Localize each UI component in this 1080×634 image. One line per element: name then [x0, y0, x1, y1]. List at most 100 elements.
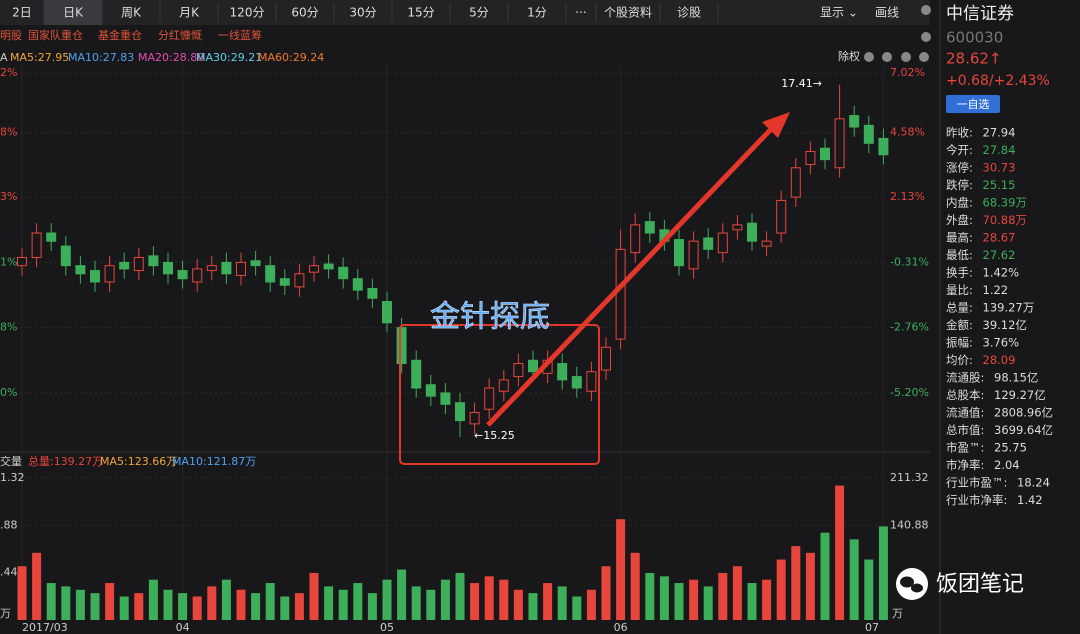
- tag[interactable]: 明股: [0, 29, 22, 42]
- volume-bar: [586, 589, 596, 620]
- candle-body: [615, 248, 626, 340]
- tab[interactable]: 2日: [12, 6, 32, 20]
- volume-unit: 万: [892, 607, 903, 620]
- volume-bar: [265, 583, 275, 620]
- volume-bar: [119, 596, 129, 620]
- watch-button[interactable]: [946, 95, 1000, 113]
- ex-rights[interactable]: 除权: [838, 49, 860, 63]
- volume-bar: [134, 593, 144, 620]
- candle-body: [17, 257, 27, 267]
- candle-body: [206, 265, 217, 272]
- field-label: 流通股:: [946, 371, 984, 385]
- tab[interactable]: 月K: [179, 6, 200, 20]
- tab[interactable]: 1分: [527, 6, 547, 20]
- volume-bar: [572, 596, 582, 620]
- icon[interactable]: [921, 32, 931, 42]
- field-label: 市净率:: [946, 458, 984, 472]
- volume-bar: [280, 596, 290, 620]
- ma-legend: MA30:29.21: [196, 51, 262, 64]
- candle-body: [528, 359, 538, 373]
- toolbar-button[interactable]: 画线: [875, 6, 899, 20]
- volume-bar: [61, 586, 71, 620]
- volume-bar: [645, 572, 655, 620]
- y-tick-label: -2.76%: [890, 321, 929, 334]
- volume-bar: [367, 593, 377, 620]
- candle-body: [279, 278, 290, 286]
- x-tick-label: 06: [614, 621, 628, 634]
- candle-body: [90, 270, 100, 283]
- tab[interactable]: 日K: [63, 6, 84, 20]
- tab[interactable]: 120分: [230, 6, 265, 20]
- candle-body: [309, 265, 319, 273]
- candle-body: [805, 150, 816, 166]
- pattern-label: 金针探底: [430, 300, 550, 335]
- field-label: 金额:: [946, 318, 973, 332]
- candle-body: [732, 224, 743, 231]
- candle-body: [425, 384, 436, 397]
- tag[interactable]: 一线蓝筹: [218, 28, 262, 42]
- y-tick-label-left: 8%: [0, 126, 17, 139]
- candle-body: [352, 278, 363, 291]
- field-value: 25.15: [983, 178, 1016, 192]
- candle-body: [455, 402, 465, 422]
- volume-bar: [557, 586, 567, 620]
- volume-bar: [499, 579, 509, 620]
- toolbar-button[interactable]: 显示 ⌄: [820, 6, 858, 20]
- icon[interactable]: [882, 52, 892, 62]
- volume-bar: [46, 583, 56, 620]
- tag[interactable]: 基金重仓: [98, 28, 142, 42]
- toolbar: [0, 0, 930, 25]
- icon[interactable]: [901, 52, 911, 62]
- y-tick-label-left: 3%: [0, 190, 17, 203]
- volume-bar: [849, 539, 859, 620]
- volume-bar: [513, 589, 523, 620]
- field-label: 涨停:: [946, 161, 973, 175]
- tab[interactable]: 诊股: [677, 6, 701, 20]
- candle-body: [163, 261, 173, 275]
- tab[interactable]: 30分: [349, 6, 376, 20]
- field-value: 1.42%: [983, 266, 1020, 280]
- field-value: 1.22: [983, 283, 1009, 297]
- candle-body: [849, 115, 860, 128]
- watch-button-label[interactable]: 一自选: [957, 98, 990, 111]
- field-value: 27.84: [983, 143, 1016, 157]
- field-value: 1.42: [1017, 493, 1043, 507]
- tab[interactable]: 60分: [291, 6, 318, 20]
- volume-bar: [820, 532, 830, 620]
- x-tick-label: 07: [865, 621, 879, 634]
- ma-legend: MA10:27.83: [68, 51, 134, 64]
- high-label: 17.41→: [781, 77, 822, 90]
- volume-tick-label-left: .44: [0, 566, 18, 579]
- tab[interactable]: ···: [575, 6, 586, 20]
- candle-body: [31, 232, 42, 259]
- tag[interactable]: 分红慷慨: [158, 28, 202, 42]
- volume-bar: [659, 576, 669, 620]
- candle-body: [601, 346, 611, 371]
- field-value: 27.94: [983, 126, 1016, 140]
- y-tick-label: -5.20%: [890, 386, 929, 399]
- volume-bar: [105, 583, 115, 620]
- candle-body: [717, 232, 728, 254]
- tab[interactable]: 个股资料: [604, 6, 652, 20]
- candle-body: [119, 261, 130, 270]
- stock-change: +0.68/+2.43%: [946, 73, 1050, 89]
- candle-body: [513, 363, 524, 378]
- volume-bar: [382, 579, 392, 620]
- candle-body: [192, 268, 203, 283]
- tab[interactable]: 5分: [469, 6, 489, 20]
- candle-body: [878, 137, 889, 156]
- volume-bar: [484, 576, 494, 620]
- field-value: 98.15亿: [994, 371, 1038, 385]
- icon[interactable]: [864, 52, 874, 62]
- icon[interactable]: [921, 5, 931, 15]
- volume-bar: [17, 566, 27, 620]
- volume-bar: [601, 566, 611, 620]
- tag[interactable]: 国家队重仓: [28, 28, 83, 42]
- tab[interactable]: 15分: [407, 6, 434, 20]
- volume-bar: [455, 572, 465, 620]
- tab[interactable]: 周K: [121, 6, 142, 20]
- icon[interactable]: [919, 52, 929, 62]
- candle-body: [338, 266, 349, 280]
- candle-body: [790, 167, 801, 198]
